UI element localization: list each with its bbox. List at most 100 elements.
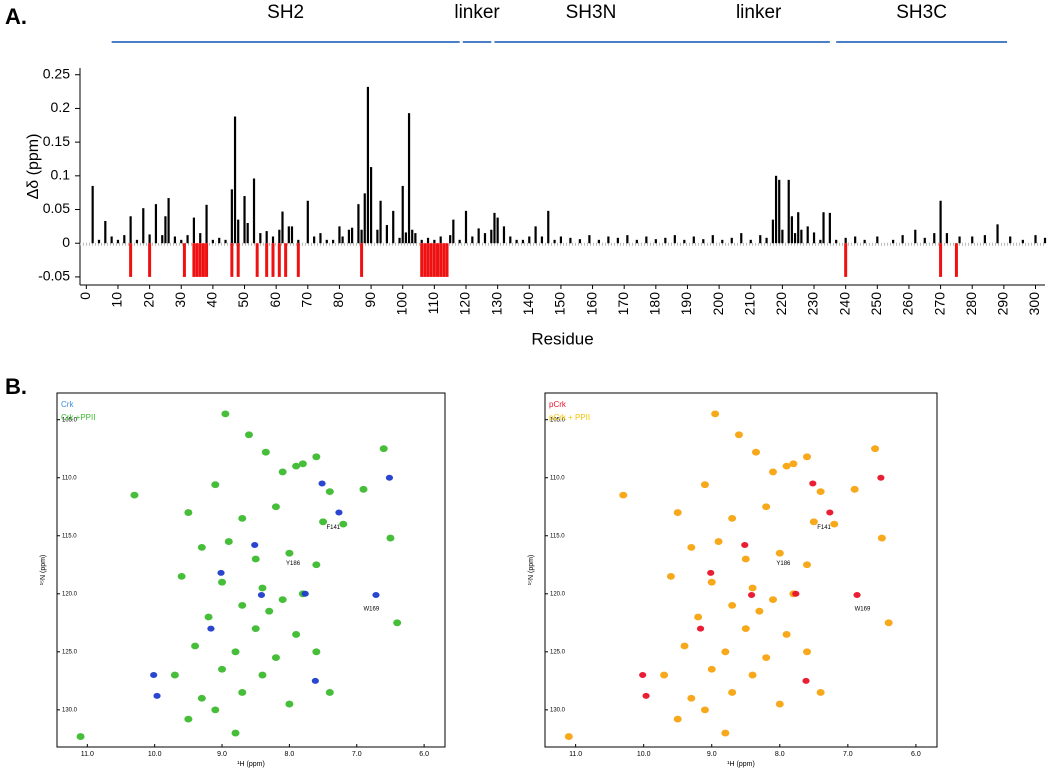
legend-entry: pCrk + PPII [549,413,590,422]
bar [892,239,895,244]
bar [502,226,506,244]
bar [306,200,309,244]
bar [407,113,411,244]
x-tick-label: 100 [393,292,409,316]
peak [660,671,669,679]
bar [129,216,132,244]
bar [436,243,440,277]
bar [123,235,126,244]
x-tick-label: 200 [710,292,726,316]
bar [363,193,366,244]
peak [150,672,158,679]
peak [850,485,859,493]
bar [110,236,113,244]
peak [218,578,227,586]
peak [325,488,334,496]
bar [800,229,803,244]
x-tick-label: 180 [647,292,663,316]
x-tick-label: 130 [488,292,504,316]
x-tick-label: 90 [362,292,378,308]
peak [221,410,230,418]
bar [319,233,322,244]
peak [207,625,215,632]
peak [762,654,771,662]
x-tick-label: 20 [140,292,156,308]
bar [369,167,373,244]
x-tick-label: 210 [741,292,757,316]
bar [392,210,395,244]
peak [803,561,812,569]
bar [148,234,151,244]
bar [404,232,407,244]
bar [765,237,768,244]
bar [278,229,281,244]
bar [426,243,430,277]
bar [812,232,816,244]
bar [277,243,281,277]
peak [325,689,334,696]
y-tick-label: 0.15 [43,133,70,149]
bar [205,243,209,277]
peak-annotation: Y186 [776,561,791,567]
bar [559,236,563,244]
bar [740,233,743,244]
bar [819,239,822,244]
peak [809,480,817,487]
peak [258,671,267,679]
x-tick-label: 150 [552,292,568,316]
y-tick-label: 0.25 [43,65,70,81]
bar [702,239,705,244]
peak [816,689,825,696]
bar [230,189,233,244]
bar [199,233,202,244]
bar [341,236,344,244]
x-tick-label: 260 [900,292,916,316]
peak [218,665,227,673]
x-tick-label: 8.0 [285,751,295,758]
bar [271,243,275,277]
bar [426,237,430,244]
bar [284,243,288,277]
peak-annotation: W169 [855,606,871,612]
bar [186,235,189,244]
bar [420,239,423,244]
peak [244,431,253,439]
bar [793,233,797,244]
peak [680,642,689,650]
bar [721,239,724,244]
x-tick-label: 300 [1026,292,1042,316]
bar [161,235,164,244]
bar [271,236,275,244]
bar [863,239,866,244]
y-axis-label: ¹⁵N (ppm) [40,555,47,586]
y-axis-label: ¹⁵N (ppm) [528,555,535,586]
peak [768,596,777,603]
x-tick-label: 160 [583,292,599,316]
x-tick-label: 30 [172,292,188,308]
x-tick-label: 70 [299,292,315,308]
domain-label: linker [736,2,782,23]
peak [728,602,737,609]
peak [694,613,703,621]
legend-entry: pCrk [549,400,567,409]
peak [197,694,206,702]
peak [775,700,784,708]
peak [782,631,791,638]
peak [224,538,233,545]
peak [721,729,730,737]
peak [301,590,309,597]
bar [135,239,139,244]
bar [597,239,600,244]
bar [357,204,360,244]
bar [876,236,879,244]
bar [939,200,942,244]
peak [789,460,798,468]
peak [775,549,784,557]
peak [386,534,395,542]
peak [204,613,213,621]
bar [588,235,591,244]
bar [509,236,512,244]
x-tick-label: 120 [457,292,473,316]
bar [790,216,793,244]
